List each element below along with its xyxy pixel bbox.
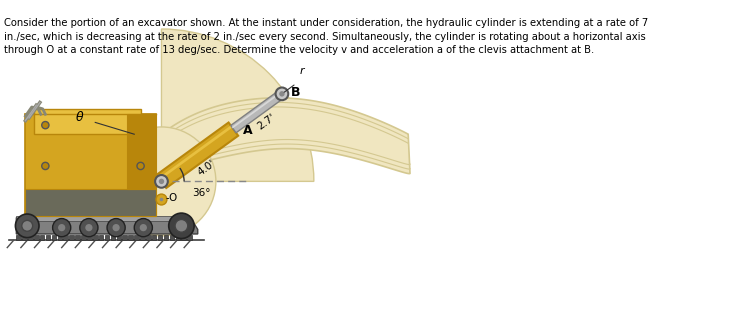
Polygon shape <box>82 235 86 240</box>
Polygon shape <box>230 90 284 133</box>
Polygon shape <box>170 235 174 240</box>
Circle shape <box>169 213 194 239</box>
Polygon shape <box>70 235 74 240</box>
Polygon shape <box>182 235 186 240</box>
Text: B: B <box>291 85 301 99</box>
Wedge shape <box>162 29 314 181</box>
Polygon shape <box>52 235 56 240</box>
Circle shape <box>42 162 49 169</box>
Polygon shape <box>117 235 121 240</box>
Circle shape <box>52 218 71 237</box>
Polygon shape <box>25 189 156 216</box>
Circle shape <box>159 179 164 184</box>
Circle shape <box>159 198 163 201</box>
Polygon shape <box>25 205 156 216</box>
Polygon shape <box>64 235 68 240</box>
Circle shape <box>107 218 125 237</box>
Circle shape <box>112 224 120 231</box>
Polygon shape <box>76 235 80 240</box>
Polygon shape <box>105 235 109 240</box>
Circle shape <box>58 224 65 231</box>
Polygon shape <box>141 125 156 170</box>
Text: 4.0': 4.0' <box>196 158 217 177</box>
Circle shape <box>175 219 188 232</box>
Polygon shape <box>176 235 180 240</box>
Polygon shape <box>16 218 197 234</box>
Circle shape <box>107 127 216 236</box>
Polygon shape <box>111 235 115 240</box>
Polygon shape <box>146 235 150 240</box>
Polygon shape <box>34 235 39 240</box>
Circle shape <box>80 218 98 237</box>
Polygon shape <box>159 125 233 180</box>
Text: -O: -O <box>166 193 178 203</box>
Circle shape <box>134 218 153 237</box>
Polygon shape <box>93 235 97 240</box>
Polygon shape <box>187 235 191 240</box>
Circle shape <box>16 214 39 238</box>
Polygon shape <box>164 235 168 240</box>
Text: θ: θ <box>76 111 84 124</box>
Polygon shape <box>16 216 191 221</box>
Polygon shape <box>127 114 156 189</box>
Circle shape <box>42 121 49 129</box>
Polygon shape <box>99 235 103 240</box>
Polygon shape <box>123 235 127 240</box>
Polygon shape <box>152 235 156 240</box>
Text: 36°: 36° <box>192 188 211 198</box>
Polygon shape <box>134 235 139 240</box>
Polygon shape <box>22 235 27 240</box>
Polygon shape <box>40 235 44 240</box>
Text: r: r <box>299 66 304 76</box>
Circle shape <box>155 175 168 188</box>
Circle shape <box>85 224 93 231</box>
Text: Consider the portion of an excavator shown. At the instant under consideration, : Consider the portion of an excavator sho… <box>4 18 648 55</box>
Circle shape <box>22 220 33 231</box>
Polygon shape <box>140 235 144 240</box>
Polygon shape <box>87 235 91 240</box>
Polygon shape <box>156 122 238 188</box>
Polygon shape <box>25 114 156 216</box>
Polygon shape <box>129 235 133 240</box>
Circle shape <box>140 224 147 231</box>
Polygon shape <box>16 235 21 240</box>
Circle shape <box>275 87 288 100</box>
Polygon shape <box>158 235 162 240</box>
Circle shape <box>279 91 285 97</box>
Polygon shape <box>46 235 50 240</box>
Polygon shape <box>232 92 281 128</box>
Text: 2.7': 2.7' <box>255 112 277 131</box>
Polygon shape <box>58 235 62 240</box>
Polygon shape <box>34 109 141 134</box>
Polygon shape <box>28 235 33 240</box>
Text: A: A <box>243 124 253 137</box>
Polygon shape <box>141 98 410 181</box>
Circle shape <box>156 194 167 205</box>
Circle shape <box>137 162 144 169</box>
